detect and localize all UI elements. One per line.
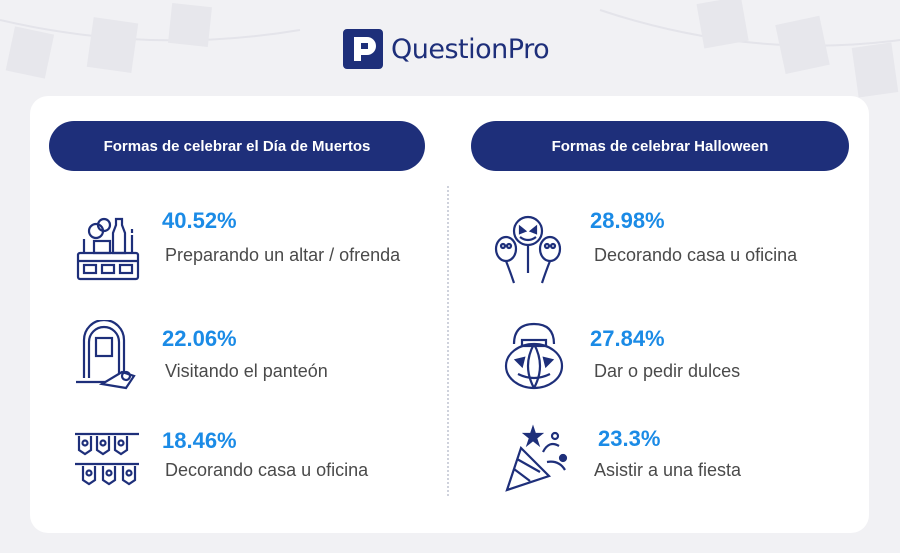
tombstone-icon [76, 320, 136, 390]
right-item-1-percent: 28.98% [590, 208, 665, 233]
right-item-3-percent: 23.3% [598, 426, 661, 451]
right-item-1-label: Decorando casa u oficina [594, 245, 798, 265]
left-item-2-percent: 22.06% [162, 326, 237, 351]
left-section-title: Formas de celebrar el Día de Muertos [49, 121, 425, 171]
left-item-3-percent: 18.46% [162, 428, 237, 453]
papel-picado-background [0, 0, 900, 98]
left-item-1-label: Preparando un altar / ofrenda [165, 245, 401, 265]
right-item-3-label: Asistir a una fiesta [594, 460, 742, 480]
right-item-2-percent: 27.84% [590, 326, 665, 351]
left-item-2-label: Visitando el panteón [165, 361, 328, 381]
questionpro-logo-icon [343, 29, 383, 69]
left-item-1-percent: 40.52% [162, 208, 237, 233]
column-divider [447, 186, 449, 496]
right-item-2-label: Dar o pedir dulces [594, 361, 741, 381]
altar-icon [76, 217, 140, 281]
right-section-title: Formas de celebrar Halloween [471, 121, 849, 171]
pumpkin-bucket-icon [504, 322, 564, 390]
questionpro-logo: QuestionPro [343, 28, 550, 70]
papel-picado-icon [75, 432, 139, 486]
party-popper-icon [505, 424, 568, 492]
halloween-balloons-icon [494, 215, 562, 284]
brand-name: QuestionPro [391, 33, 550, 65]
left-item-3-label: Decorando casa u oficina [165, 460, 369, 480]
